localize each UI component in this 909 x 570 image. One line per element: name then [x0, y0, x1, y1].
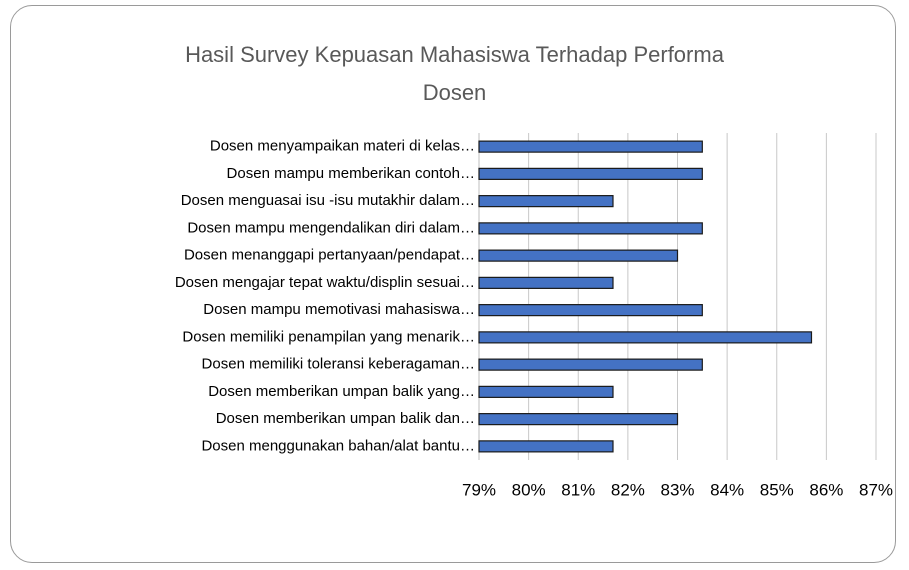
bar [478, 249, 679, 262]
x-tick-label: 80% [512, 480, 546, 499]
bar [478, 276, 614, 289]
x-tick-label: 84% [710, 480, 744, 499]
y-tick-label: Dosen memberikan umpan balik dan… [216, 410, 475, 427]
y-tick-label: Dosen menguasai isu -isu mutakhir dalam… [181, 192, 475, 209]
chart-title: Hasil Survey Kepuasan Mahasiswa Terhadap… [185, 42, 724, 105]
x-tick-label: 86% [809, 480, 843, 499]
y-tick-label: Dosen memiliki penampilan yang menarik… [182, 328, 475, 345]
y-tick-label: Dosen mampu memotivasi mahasiswa… [203, 301, 475, 318]
x-tick-label: 87% [859, 480, 893, 499]
y-tick-label: Dosen menggunakan bahan/alat bantu… [201, 437, 475, 454]
y-tick-label: Dosen mengajar tepat waktu/displin sesua… [175, 274, 475, 291]
chart-frame [10, 5, 896, 563]
y-tick-label: Dosen memberikan umpan balik yang… [208, 383, 475, 400]
bar [478, 222, 703, 235]
bar [478, 440, 614, 453]
bar [478, 413, 679, 426]
x-tick-label: 83% [660, 480, 694, 499]
y-tick-label: Dosen memiliki toleransi keberagaman… [202, 356, 475, 373]
bar [478, 358, 703, 371]
y-tick-label: Dosen menanggapi pertanyaan/pendapat… [184, 247, 475, 264]
bar [478, 385, 614, 398]
x-tick-label: 82% [611, 480, 645, 499]
y-tick-label: Dosen mampu mengendalikan diri dalam… [187, 219, 475, 236]
bar [478, 331, 813, 344]
x-tick-label: 85% [760, 480, 794, 499]
x-tick-label: 79% [462, 480, 496, 499]
y-tick-label: Dosen menyampaikan materi di kelas… [210, 138, 475, 155]
bar [478, 140, 703, 153]
y-tick-label: Dosen mampu memberikan contoh… [227, 165, 475, 182]
bar [478, 167, 703, 180]
bar [478, 304, 703, 317]
x-tick-label: 81% [561, 480, 595, 499]
bar [478, 195, 614, 208]
